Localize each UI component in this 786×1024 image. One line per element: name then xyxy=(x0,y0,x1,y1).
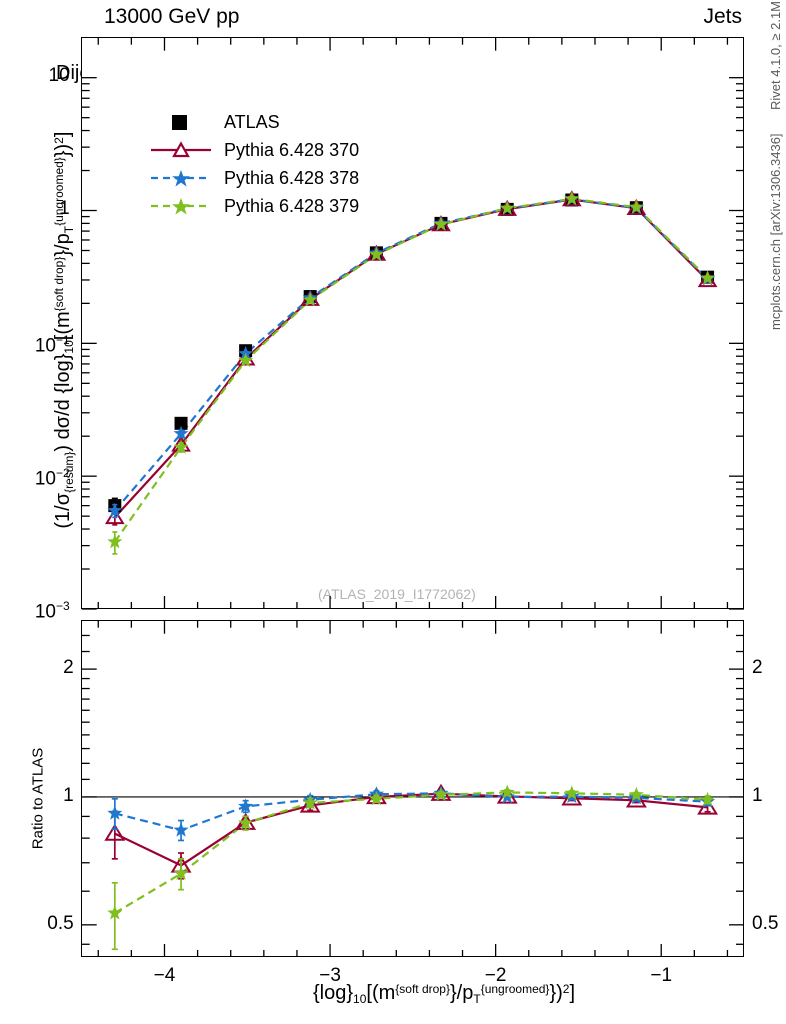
ratio-marker-triangle xyxy=(365,787,387,805)
legend-label-pythia-379: Pythia 6.428 379 xyxy=(224,195,360,216)
series-line-Pythia-6-428-379 xyxy=(113,197,709,543)
legend-label-pythia-370: Pythia 6.428 370 xyxy=(224,139,360,160)
ratio-marker-triangle xyxy=(299,795,321,813)
marker-star xyxy=(368,246,384,262)
header-energy-label: 13000 GeV pp xyxy=(104,5,240,28)
atlas-marker xyxy=(174,416,188,430)
ratio-y-tick-label-left: 2 xyxy=(63,657,74,679)
legend-key-atlas xyxy=(150,110,212,134)
marker-star xyxy=(564,190,580,206)
marker-star xyxy=(628,199,644,214)
ratio-line-Pythia-6-428-378 xyxy=(114,792,708,832)
marker-star xyxy=(499,200,515,215)
xlabel-p1: {log} xyxy=(312,982,354,1004)
ratio-y-tick-label-right: 2 xyxy=(752,657,763,679)
ratio-marker-star xyxy=(173,865,189,881)
xlabel-p2: [(m xyxy=(366,982,396,1004)
series-line-Pythia-6-428-370 xyxy=(114,198,709,519)
x-axis-label: {log}10[(m{soft drop}}/pT{ungroomed}})2] xyxy=(144,982,744,1006)
legend-key-pythia-379 xyxy=(150,194,212,218)
legend: ATLAS Pythia 6.428 370 Pythia 6.428 378 xyxy=(150,108,359,220)
analysis-id-watermark: (ATLAS_2019_I1772062) xyxy=(318,586,476,602)
ratio-marker-star xyxy=(238,798,254,813)
x-tick-label: −4 xyxy=(153,965,176,986)
ratio-marker-star xyxy=(302,795,318,810)
marker-star xyxy=(238,352,254,368)
ratio-line-Pythia-6-428-370 xyxy=(114,792,708,867)
ratio-marker-triangle xyxy=(561,788,583,806)
ratio-marker-triangle xyxy=(625,790,647,808)
xlabel-sub1: 10 xyxy=(353,992,367,1007)
ratio-marker-star xyxy=(238,815,254,830)
marker-star xyxy=(107,533,123,549)
ratio-marker-star xyxy=(564,785,580,800)
marker-star xyxy=(107,502,123,518)
ratio-marker-star xyxy=(628,786,644,802)
marker-star xyxy=(433,216,449,231)
xlabel-p5: ] xyxy=(569,982,576,1004)
xlabel-sup2: {ungroomed} xyxy=(480,982,550,996)
marker-star xyxy=(700,270,716,285)
marker-star xyxy=(173,425,189,441)
legend-item-pythia-370[interactable]: Pythia 6.428 370 xyxy=(150,136,359,164)
ratio-marker-star xyxy=(499,789,515,804)
main-y-tick-label: 10−2 xyxy=(34,466,70,490)
main-y-tick-label: 10 xyxy=(48,64,70,86)
marker-star xyxy=(173,439,189,454)
main-y-tick-label: 10−3 xyxy=(34,599,70,623)
legend-item-atlas[interactable]: ATLAS xyxy=(150,108,359,136)
main-y-tick-label: 1 xyxy=(59,197,70,219)
legend-label-pythia-378: Pythia 6.428 378 xyxy=(224,167,360,188)
ratio-marker-star xyxy=(368,790,384,806)
x-tick-label: −2 xyxy=(484,965,507,986)
ratio-y-tick-label-left: 0.5 xyxy=(47,912,74,934)
legend-item-pythia-378[interactable]: Pythia 6.428 378 xyxy=(150,164,359,192)
ratio-marker-triangle xyxy=(697,797,719,815)
header-category-label: Jets xyxy=(703,5,742,28)
series-line-Pythia-6-428-378 xyxy=(113,198,709,512)
xlabel-sup3: 2 xyxy=(562,982,570,996)
ratio-marker-star xyxy=(107,805,123,820)
ratio-y-tick-label-left: 1 xyxy=(63,784,74,806)
ratio-plot-frame xyxy=(81,620,744,957)
ratio-y-tick-label-right: 1 xyxy=(752,784,763,806)
ratio-marker-triangle xyxy=(104,823,126,841)
main-plot-frame xyxy=(81,37,744,609)
x-tick-label: −1 xyxy=(650,965,673,986)
main-y-tick-label: 10−1 xyxy=(34,333,70,357)
ratio-y-tick-label-right: 0.5 xyxy=(752,912,779,934)
x-tick-label: −3 xyxy=(319,965,341,986)
xlabel-sub2: T xyxy=(473,992,481,1007)
marker-star xyxy=(302,292,318,307)
legend-key-pythia-378 xyxy=(150,166,212,190)
ratio-line-Pythia-6-428-379 xyxy=(114,791,708,914)
ratio-marker-star xyxy=(700,791,716,807)
legend-item-pythia-379[interactable]: Pythia 6.428 379 xyxy=(150,192,359,220)
xlabel-p4: }) xyxy=(549,982,563,1004)
marker-triangle xyxy=(697,271,718,288)
legend-key-pythia-370 xyxy=(150,138,212,162)
ratio-marker-star xyxy=(173,822,189,837)
xlabel-p3: }/p xyxy=(450,982,474,1004)
ratio-marker-star xyxy=(499,784,515,799)
ratio-marker-star xyxy=(433,786,449,802)
xlabel-sup1: {soft drop} xyxy=(395,982,450,996)
legend-label-atlas: ATLAS xyxy=(224,111,280,132)
ratio-marker-star xyxy=(107,905,123,920)
